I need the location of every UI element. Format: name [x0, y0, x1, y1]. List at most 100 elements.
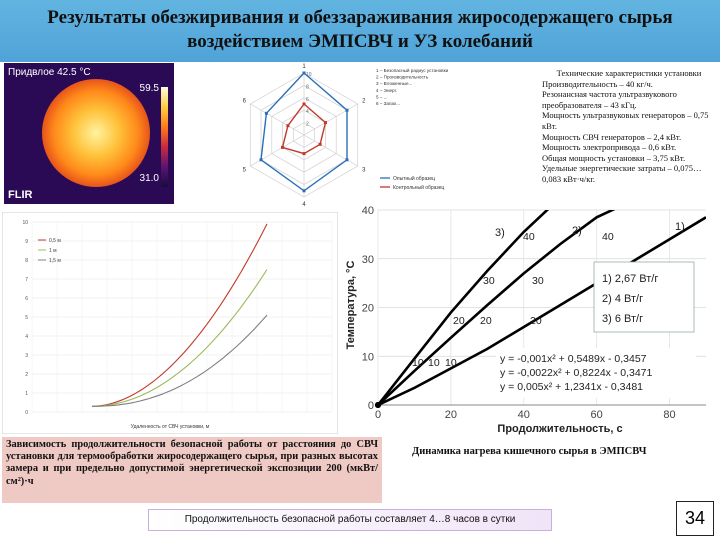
radar-legend: Опытный образец Контрольный образец [380, 175, 444, 191]
radar-axis-label: 4 [302, 202, 306, 208]
safety-y-tick: 0 [25, 410, 28, 416]
safety-curve [91, 269, 268, 407]
heating-annotation: 30 [483, 275, 495, 287]
radar-notes: 1 – Безопасный радиус установки 2 – Произ… [376, 67, 449, 106]
safety-chart-grid: 0 1 2 3 4 5 6 7 8 9 10 [22, 220, 333, 416]
safety-y-tick: 5 [25, 315, 28, 321]
radar-axis-label: 1 [302, 64, 306, 70]
specs-list: Производительность – 40 кг/ч. Резонансная… [542, 79, 716, 185]
radar-legend-label: Опытный образец [393, 175, 435, 182]
safety-y-tick: 1 [25, 391, 28, 397]
radar-point [281, 145, 285, 149]
radar-tick-label: 2 [306, 122, 309, 128]
heating-chart-lines: 1) 2) 3) [375, 210, 706, 408]
heating-legend-entry: 3) 6 Вт/г [602, 313, 643, 325]
heating-x-tick: 60 [591, 409, 603, 421]
spec-line: Мощность ультразвуковых генераторов – 0,… [542, 110, 709, 131]
radar-tick-label: 4 [306, 109, 309, 115]
radar-note: 4 – Энерг. [376, 88, 397, 93]
heating-equation: y = 0,005x² + 1,2341x - 0,3481 [500, 381, 643, 393]
radar-note: 6 – Запах... [376, 101, 400, 106]
heating-x-tick: 40 [518, 409, 530, 421]
safety-curve [91, 223, 268, 407]
radar-point [302, 189, 306, 193]
bottom-note: Продолжительность безопасной работы сост… [148, 509, 552, 531]
slide-title: Результаты обезжиривания и обеззараживан… [47, 7, 673, 52]
heating-chart-equations: y = -0,001x² + 0,5489x - 0,3457 y = -0,00… [496, 348, 696, 398]
radar-tick-label: 6 [306, 97, 309, 103]
safety-y-tick: 3 [25, 353, 28, 359]
radar-tick-label: 10 [306, 72, 312, 78]
safety-legend-label: 1,5 м [49, 258, 61, 264]
heating-x-tick: 20 [445, 409, 457, 421]
thermal-hotspot [42, 79, 150, 187]
safety-y-tick: 7 [25, 277, 28, 283]
heating-chart: 0 10 20 30 40 0 20 40 60 80 1) 2) 3) 10 10 10 20 20 20 30… [345, 205, 706, 435]
radar-note: 5 – ... [376, 94, 388, 99]
thermal-spot-label: Придвлое 42.5 °C [8, 67, 91, 78]
heating-annotation: 20 [453, 315, 465, 327]
radar-point [302, 102, 306, 106]
heating-y-tick: 30 [362, 254, 374, 266]
radar-axis-label: 6 [243, 99, 247, 105]
radar-point [302, 152, 306, 156]
spec-line: Удельные энергетические затраты – 0,075…… [542, 163, 702, 184]
radar-point [264, 111, 268, 115]
thermal-color-scale [161, 87, 168, 187]
thermal-min-value: 31.0 [139, 173, 159, 184]
heating-annotation: 30 [532, 275, 544, 287]
heating-equation: y = -0,0022x² + 0,8224x - 0,3471 [500, 367, 653, 379]
radar-spoke [250, 134, 305, 167]
heating-series-label: 2) [572, 225, 582, 237]
radar-series [259, 71, 349, 193]
heating-equation-box [496, 348, 696, 398]
safety-y-tick: 4 [25, 334, 28, 340]
caption-right: Динамика нагрева кишечного сырья в ЭМПСВ… [412, 446, 647, 457]
safety-y-tick: 6 [25, 296, 28, 302]
radar-axis-label: 3 [362, 168, 366, 174]
heating-series-line [378, 216, 706, 405]
heating-annotation: 10 [445, 357, 457, 369]
radar-point [259, 158, 263, 162]
radar-spoke [303, 134, 358, 167]
spec-line: Производительность – 40 кг/ч. [542, 78, 653, 89]
heating-origin-point [375, 402, 381, 408]
radar-axis-label: 2 [362, 99, 366, 105]
heating-series-line [378, 210, 550, 405]
radar-note: 3 – Вложенные... [376, 81, 412, 86]
safety-chart-curves [91, 223, 268, 407]
specs-panel: Технические характеристики установки Про… [542, 68, 716, 185]
title-bar: Результаты обезжиривания и обеззараживан… [0, 0, 720, 62]
safety-chart: 0 1 2 3 4 5 6 7 8 9 10 0,5 м 1 м 1,5 м Удаленность о… [2, 212, 338, 434]
radar-point [286, 124, 290, 128]
heating-chart-annotations: 10 10 10 20 20 20 30 30 40 40 [412, 231, 614, 369]
heating-y-tick: 10 [362, 351, 374, 363]
heating-annotation: 40 [602, 231, 614, 243]
safety-chart-legend: 0,5 м 1 м 1,5 м [38, 238, 61, 264]
heating-y-tick: 20 [362, 303, 374, 315]
heating-x-tick: 0 [375, 409, 381, 421]
radar-axis-label: 5 [243, 168, 247, 174]
spec-line: Резонансная частота ультразвукового прео… [542, 89, 677, 110]
radar-spoke [303, 103, 358, 136]
safety-y-tick: 2 [25, 372, 28, 378]
radar-note: 1 – Безопасный радиус установки [376, 67, 449, 73]
safety-y-tick: 8 [25, 258, 28, 264]
radar-point [323, 121, 327, 125]
radar-spoke [250, 103, 305, 136]
heating-y-tick: 40 [362, 205, 374, 217]
heating-legend-box [593, 261, 695, 333]
radar-point [345, 108, 349, 112]
heating-annotation: 20 [480, 315, 492, 327]
safety-legend-label: 0,5 м [49, 238, 61, 244]
heating-y-tick: 0 [368, 400, 374, 412]
heating-legend-entry: 1) 2,67 Вт/г [602, 273, 658, 285]
safety-chart-x-label: Удаленность от СВЧ установки, м [131, 424, 210, 430]
safety-curve [92, 314, 268, 407]
heating-legend-entry: 2) 4 Вт/г [602, 293, 643, 305]
heating-annotation: 40 [523, 231, 535, 243]
caption-left: Зависимость продолжительности безопасной… [2, 437, 382, 503]
radar-point [318, 142, 322, 146]
heating-chart-x-label: Продолжительность, с [497, 423, 622, 435]
heating-annotation: 10 [428, 357, 440, 369]
